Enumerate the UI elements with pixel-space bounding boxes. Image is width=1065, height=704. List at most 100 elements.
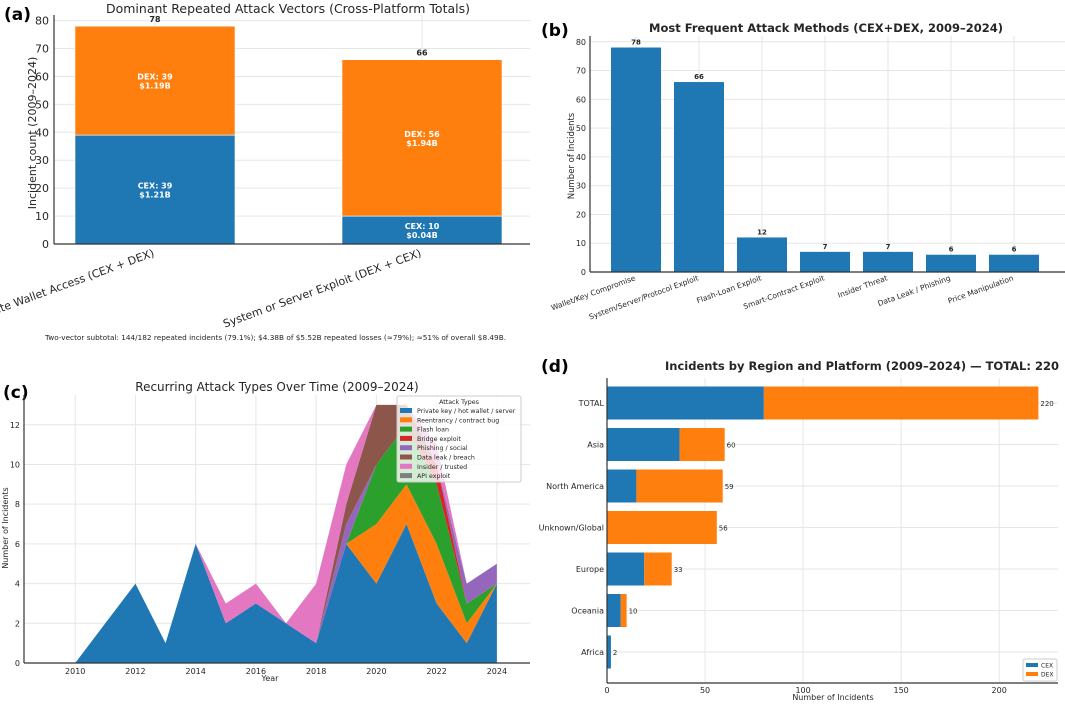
x-tick-label: 0 bbox=[604, 686, 609, 695]
legend-label: Reentrancy / contract bug bbox=[417, 417, 499, 424]
y-tick-label: 30 bbox=[576, 182, 586, 191]
bar-segment-dex bbox=[679, 428, 725, 461]
y-tick-label: TOTAL bbox=[578, 399, 605, 408]
y-tick-label: Oceania bbox=[571, 607, 604, 616]
chart-c: 0 2 4 6 8 10 12 2010 2012 2014 2016 2018 2020 2022 202… bbox=[10, 395, 530, 676]
panel-label-b: (b) bbox=[541, 21, 569, 41]
area-series bbox=[75, 484, 497, 663]
legend bbox=[396, 395, 522, 483]
y-tick-label: Africa bbox=[581, 648, 604, 657]
bar-total-label: 220 bbox=[1040, 400, 1053, 408]
bar bbox=[926, 254, 976, 272]
legend-swatch bbox=[400, 445, 412, 451]
segment-label: CEX: 39 bbox=[138, 182, 173, 191]
bar bbox=[611, 47, 661, 273]
bar-segment-cex bbox=[74, 134, 236, 245]
y-tick-label: 80 bbox=[35, 15, 49, 28]
x-tick-label: Data Leak / Phishing bbox=[876, 273, 951, 308]
bar-segment-cex bbox=[607, 428, 680, 461]
y-tick-label: 60 bbox=[35, 70, 49, 83]
y-tick-label: 20 bbox=[576, 210, 586, 219]
bar-segment-dex bbox=[763, 386, 1039, 420]
area-series bbox=[75, 524, 497, 663]
bar-segment-dex bbox=[644, 552, 672, 586]
area-series bbox=[75, 424, 497, 663]
bar bbox=[989, 254, 1039, 272]
legend-label: API exploit bbox=[417, 473, 451, 480]
bar-segment-dex bbox=[74, 25, 236, 136]
segment-label: DEX: 56 bbox=[404, 130, 440, 139]
y-tick-label: 4 bbox=[15, 580, 20, 589]
x-tick-label: 100 bbox=[795, 686, 810, 695]
bar-segment-dex bbox=[620, 594, 627, 627]
bar-value-label: 7 bbox=[823, 243, 828, 251]
x-tick-label: Insider Threat bbox=[837, 273, 889, 299]
legend-swatch bbox=[400, 417, 412, 423]
segment-label: $1.21B bbox=[139, 191, 170, 200]
bar-value-label: 7 bbox=[886, 243, 891, 251]
legend-swatch bbox=[400, 435, 412, 441]
segment-label: $1.19B bbox=[139, 82, 170, 91]
y-tick-label: Europe bbox=[576, 565, 604, 574]
y-tick-label: Asia bbox=[587, 441, 604, 450]
bar-segment-cex bbox=[607, 635, 611, 669]
segment-label: $0.04B bbox=[406, 231, 437, 240]
legend-label: Phishing / social bbox=[417, 445, 468, 452]
x-tick-label: 2012 bbox=[125, 667, 145, 676]
x-tick-label: 2010 bbox=[65, 667, 85, 676]
panel-label-c: (c) bbox=[3, 383, 29, 403]
bar-segment-dex bbox=[636, 469, 723, 503]
chart-c-xlabel: Year bbox=[261, 674, 280, 683]
bar-value-label: 6 bbox=[949, 246, 954, 254]
segment-label: DEX: 39 bbox=[137, 73, 173, 82]
y-tick-label: Unknown/Global bbox=[539, 524, 604, 533]
bar-total-label: 56 bbox=[719, 525, 728, 533]
y-tick-label: 10 bbox=[576, 239, 586, 248]
chart-b-title: Most Frequent Attack Methods (CEX+DEX, 2… bbox=[649, 21, 1003, 35]
x-tick-label: Private Wallet Access (CEX + DEX) bbox=[0, 247, 156, 324]
bar-segment-cex bbox=[607, 469, 637, 503]
y-tick-label: 6 bbox=[15, 540, 20, 549]
y-tick-label: 50 bbox=[35, 98, 49, 111]
legend-label: DEX bbox=[1041, 672, 1054, 679]
y-tick-label: 40 bbox=[576, 153, 586, 162]
chart-d-title: Incidents by Region and Platform (2009–2… bbox=[665, 359, 1059, 373]
legend-label: Bridge exploit bbox=[417, 436, 461, 443]
chart-d-xlabel: Number of Incidents bbox=[792, 693, 873, 702]
bar-value-label: 66 bbox=[694, 73, 704, 81]
y-tick-label: 70 bbox=[576, 67, 586, 76]
x-tick-label: 2014 bbox=[185, 667, 205, 676]
bar-segment-cex bbox=[607, 386, 764, 420]
chart-a-ylabel: Incident count (2009–2024) bbox=[26, 57, 39, 209]
bar-value-label: 12 bbox=[757, 228, 767, 236]
x-tick-label: 200 bbox=[992, 686, 1007, 695]
y-tick-label: 10 bbox=[10, 460, 20, 469]
chart-d: 0 50 100 150 200 220 TOTAL 60 Asia 59 North Americ… bbox=[539, 378, 1058, 695]
chart-c-title: Recurring Attack Types Over Time (2009–2… bbox=[135, 380, 418, 394]
y-tick-label: 12 bbox=[10, 421, 20, 430]
y-tick-label: 30 bbox=[35, 154, 49, 167]
bar-value-label: 6 bbox=[1012, 246, 1017, 254]
bar-total-label: 78 bbox=[149, 15, 161, 24]
bar bbox=[863, 251, 913, 272]
y-tick-label: 10 bbox=[35, 210, 49, 223]
y-tick-label: 80 bbox=[576, 38, 586, 47]
legend-swatch bbox=[1026, 663, 1038, 667]
bar-segment-dex bbox=[341, 59, 503, 217]
x-tick-label: 2022 bbox=[426, 667, 446, 676]
chart-a-footnote: Two-vector subtotal: 144/182 repeated in… bbox=[44, 333, 506, 342]
bar-total-label: 33 bbox=[674, 566, 683, 574]
y-tick-label: 8 bbox=[15, 500, 20, 509]
legend-swatch bbox=[400, 463, 412, 469]
bar-value-label: 78 bbox=[631, 39, 641, 47]
y-tick-label: North America bbox=[546, 482, 604, 491]
y-tick-label: 60 bbox=[576, 95, 586, 104]
bar-total-label: 10 bbox=[629, 608, 638, 616]
x-tick-label: 2020 bbox=[366, 667, 386, 676]
y-tick-label: 20 bbox=[35, 182, 49, 195]
y-tick-label: 70 bbox=[35, 43, 49, 56]
legend-label: CEX bbox=[1041, 663, 1053, 670]
y-tick-label: 50 bbox=[576, 124, 586, 133]
